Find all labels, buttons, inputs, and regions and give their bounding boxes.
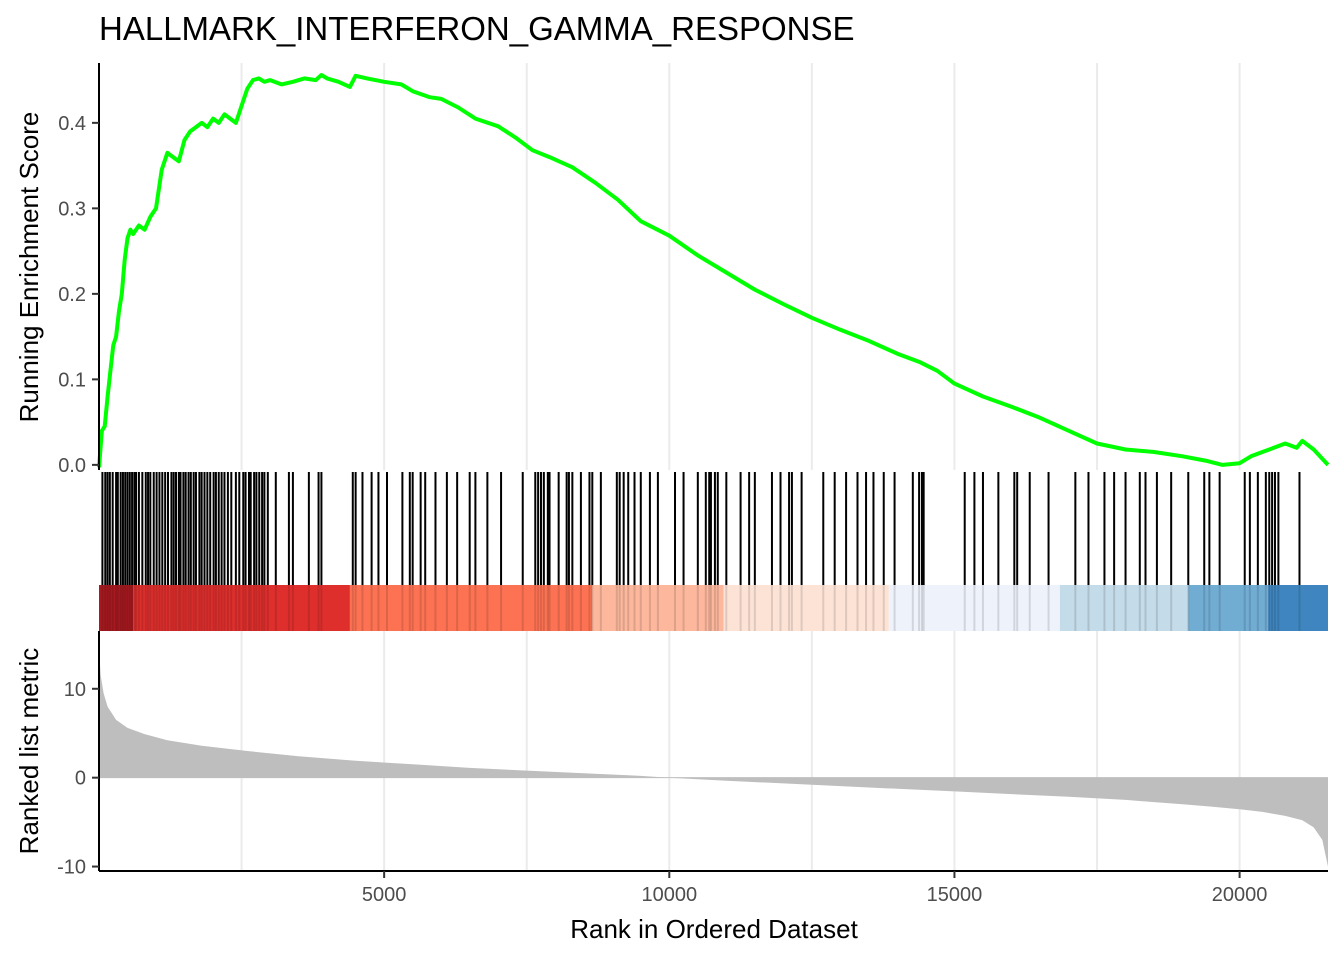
- y-axis-label-metric: Ranked list metric: [14, 648, 44, 855]
- x-tick-label: 20000: [1212, 884, 1268, 906]
- vertical-gridlines: [240, 63, 1241, 871]
- color-bar-segment: [1059, 585, 1189, 631]
- y-tick-label-metric: 0: [75, 768, 86, 790]
- color-bar-segment: [99, 585, 134, 631]
- axes: 0.0 0.1 0.2 0.3 0.4 -10 0 10 5000 10000 15000 20000: [57, 63, 1328, 906]
- gene-hit-ticks: [101, 472, 1301, 585]
- y-tick-label-score: 0.3: [58, 198, 86, 220]
- y-axis-label-score: Running Enrichment Score: [14, 112, 44, 423]
- y-tick-label-score: 0.2: [58, 284, 86, 306]
- color-bar-segment: [1188, 585, 1269, 631]
- ranked-metric-area: [99, 648, 1328, 867]
- color-bar-segment: [888, 585, 1060, 631]
- color-bar-segment: [349, 585, 593, 631]
- running-score-panel: [97, 73, 1330, 468]
- color-bar-segment: [133, 585, 350, 631]
- x-axis-label: Rank in Ordered Dataset: [570, 914, 858, 944]
- x-tick-label: 15000: [927, 884, 983, 906]
- y-tick-label-score: 0.0: [58, 455, 86, 477]
- y-tick-label-metric: 10: [64, 679, 86, 701]
- x-tick-label: 5000: [362, 884, 407, 906]
- color-bar-segment: [592, 585, 724, 631]
- enrichment-score-line: [97, 73, 1330, 468]
- x-tick-label: 10000: [641, 884, 697, 906]
- y-tick-label-metric: -10: [57, 857, 86, 879]
- chart-title: HALLMARK_INTERFERON_GAMMA_RESPONSE: [99, 10, 855, 47]
- color-bar-segment: [723, 585, 889, 631]
- ranked-metric-panel: [99, 648, 1328, 867]
- y-tick-label-score: 0.1: [58, 369, 86, 391]
- color-bar-segment: [1268, 585, 1328, 631]
- rank-color-bar: [99, 585, 1328, 631]
- y-tick-label-score: 0.4: [58, 113, 86, 135]
